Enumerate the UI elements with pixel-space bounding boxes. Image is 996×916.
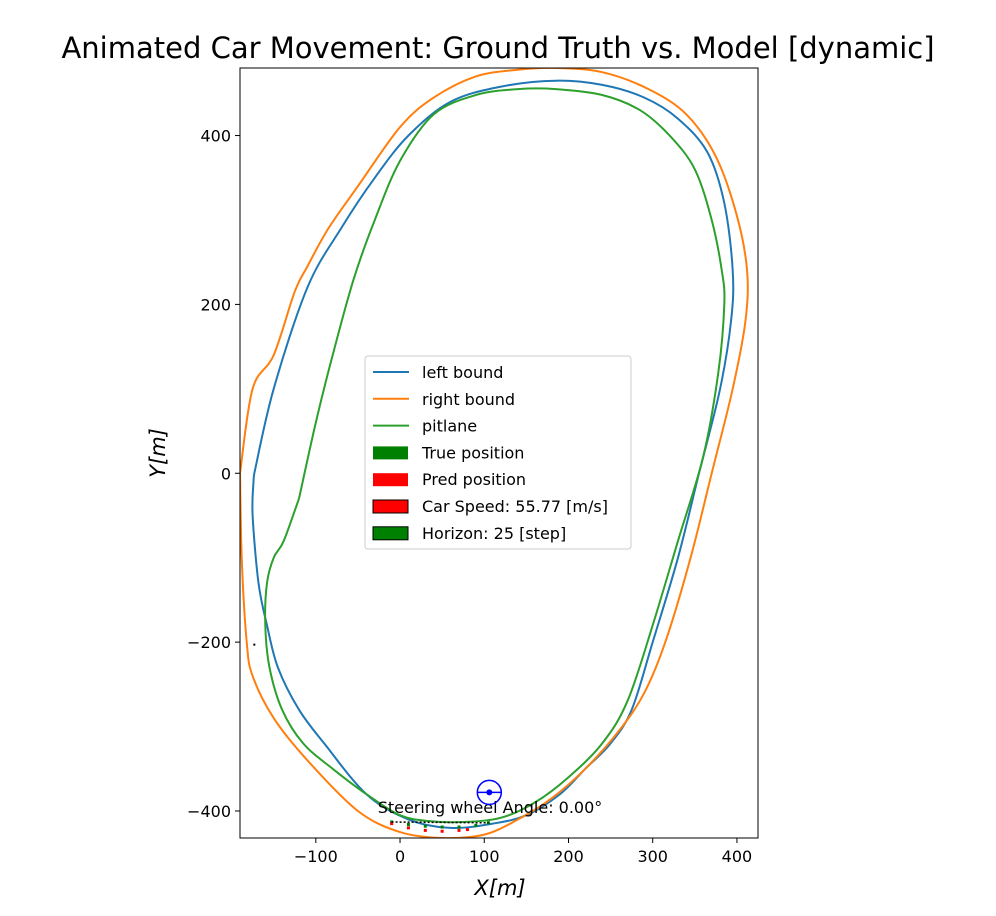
legend-label-right-bound: right bound <box>422 390 515 409</box>
true-position-marker <box>440 825 444 829</box>
true-position-marker <box>406 822 410 826</box>
y-tick-label: 400 <box>200 127 231 146</box>
steering-angle-annotation: Steering wheel Angle: 0.00° <box>378 798 603 817</box>
stray-mark <box>253 643 256 646</box>
series-line-left-bound <box>251 79 735 830</box>
legend-label-true-position: True position <box>421 443 524 462</box>
pred-position-marker <box>465 828 469 832</box>
legend: left bound right bound pitlane True positio… <box>364 355 632 550</box>
pred-position-marker <box>406 826 410 830</box>
legend-label-pitlane: pitlane <box>422 417 477 436</box>
pred-position-marker <box>390 822 394 826</box>
y-tick-label: 200 <box>200 295 231 314</box>
true-position-marker <box>423 824 427 828</box>
x-tick-label: 100 <box>469 847 500 866</box>
y-axis-label: Y[m] <box>146 428 170 478</box>
true-position-marker <box>457 825 461 829</box>
plot-frame <box>239 67 759 839</box>
legend-label-left-bound: left bound <box>422 363 503 382</box>
legend-swatch-true-position <box>373 446 408 460</box>
legend-label-pred-position: Pred position <box>422 470 526 489</box>
series-line-pitlane <box>264 87 726 824</box>
series-line-right-bound <box>240 68 749 838</box>
y-tick-label: −200 <box>187 633 231 652</box>
x-axis-ticks: −100 0 100 200 300 400 <box>294 838 752 866</box>
legend-swatch-horizon-25-step <box>372 526 409 541</box>
steering-wheel-hub <box>486 789 493 796</box>
legend-box <box>364 355 632 550</box>
pred-position-marker <box>440 829 444 833</box>
x-axis-label: X[m] <box>473 876 525 900</box>
y-axis-ticks: −400 −200 0 200 400 <box>187 127 240 821</box>
trajectory-dash <box>391 821 489 824</box>
legend-swatch-car-speed-55-77-m-s <box>372 499 409 514</box>
x-tick-label: 0 <box>395 847 405 866</box>
legend-swatch-pred-position <box>373 473 408 487</box>
legend-label-horizon-25-step: Horizon: 25 [step] <box>422 524 566 543</box>
x-tick-label: −100 <box>294 847 338 866</box>
legend-items: left bound right bound pitlane True positio… <box>372 363 608 543</box>
true-position-marker <box>474 823 478 827</box>
marker-layer <box>253 643 490 833</box>
series-layer <box>240 68 749 838</box>
x-tick-label: 200 <box>553 847 584 866</box>
pred-position-marker <box>457 828 461 832</box>
y-tick-label: 0 <box>221 464 231 483</box>
x-tick-label: 300 <box>637 847 668 866</box>
chart-title: Animated Car Movement: Ground Truth vs. … <box>61 31 934 65</box>
legend-label-car-speed-55-77-m-s: Car Speed: 55.77 [m/s] <box>422 497 608 516</box>
y-tick-label: −400 <box>187 802 231 821</box>
plot-area <box>239 67 759 839</box>
pred-position-marker <box>423 828 427 832</box>
x-tick-label: 400 <box>722 847 753 866</box>
